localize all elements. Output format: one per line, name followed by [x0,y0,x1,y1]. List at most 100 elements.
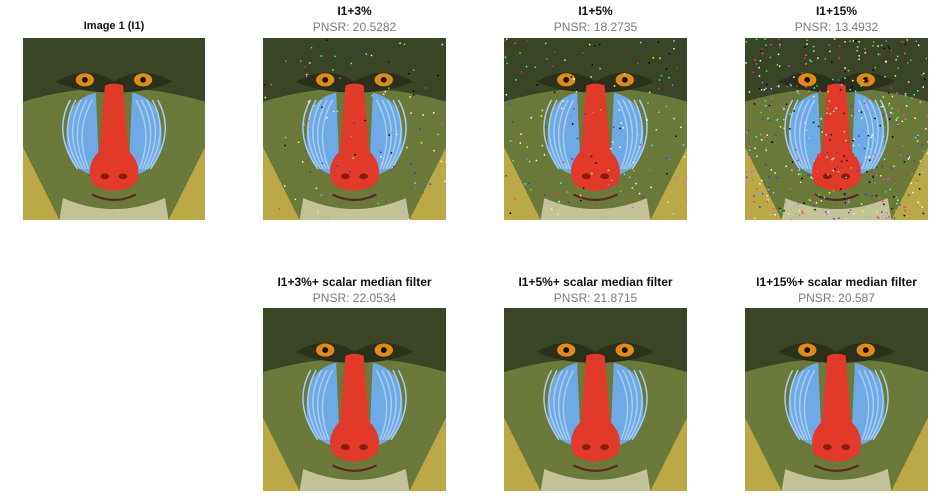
noise-pixel [889,188,892,191]
left-beard [504,147,541,220]
noise-pixel [843,131,846,133]
noise-pixel [893,208,895,211]
noise-pixel [611,130,613,132]
noise-pixel [848,199,850,201]
noise-pixel [520,133,522,136]
noise-pixel [882,135,885,138]
noise-pixel [875,194,878,197]
noise-pixel [919,101,921,103]
noise-pixel [805,86,807,88]
noise-pixel [592,111,595,113]
noise-pixel [817,125,820,128]
noise-pixel [506,38,508,40]
noise-pixel [579,194,582,197]
noise-pixel [589,145,591,148]
noise-pixel [908,156,911,158]
noise-pixel [610,147,612,150]
noise-pixel [774,172,776,174]
noise-pixel [899,171,901,173]
noise-pixel [350,62,353,65]
cheek-ridge [384,99,397,170]
noise-pixel [388,87,390,89]
noise-pixel [776,119,778,121]
cheek-ridge [135,99,147,170]
noise-pixel [904,52,906,55]
noise-pixel [745,62,747,64]
noise-pixel [786,86,789,88]
noise-pixel [403,43,406,46]
cheek-ridge [375,99,388,170]
noise-pixel [776,85,778,88]
right-pupil [380,347,387,354]
noise-pixel [428,149,431,151]
image-filtered-15 [745,308,928,491]
noise-pixel [759,206,761,208]
noise-pixel [815,202,818,204]
noise-pixel [580,199,582,202]
noise-pixel [828,189,830,191]
noise-pixel [918,203,921,205]
image-filtered-3 [263,308,446,491]
noise-pixel [903,214,906,217]
noise-pixel [896,202,898,205]
nose [89,83,139,191]
cheek-ridge [866,369,879,441]
noise-pixel [785,165,787,168]
noise-pixel [637,62,639,65]
noise-pixel [307,120,309,122]
cheek-ridge [625,99,638,170]
noise-pixel [874,113,876,115]
noise-pixel [682,144,685,146]
noise-pixel [890,167,893,170]
noise-pixel [607,169,610,172]
noise-pixel [776,64,779,66]
noise-pixel [814,194,817,197]
noise-pixel [543,154,546,156]
nose [330,83,379,191]
noise-pixel [837,170,840,173]
right-beard [168,147,205,220]
noise-pixel [392,165,395,168]
noise-pixel [405,114,407,117]
noise-pixel [408,219,410,220]
noise-pixel [561,123,564,126]
noise-pixel [558,200,560,203]
noise-pixel [264,96,267,99]
noise-pixel [591,172,593,175]
noise-pixel [309,62,311,64]
noise-pixel [774,213,776,216]
noise-pixel [641,49,643,52]
noise-pixel [911,97,913,99]
cheek-ridge [631,99,648,170]
cheek-ridge [557,369,569,441]
left-cheek [66,92,100,177]
noise-pixel [761,118,764,121]
panel-title: I1+15% [815,4,858,18]
noise-pixel [915,210,917,212]
noise-pixel [816,85,818,87]
noise-pixel [508,103,511,105]
noise-pixel [635,182,637,185]
noise-pixel [875,208,877,211]
noise-pixel [828,192,831,194]
noise-pixel [764,38,766,40]
noise-pixel [576,167,579,170]
noise-pixel [921,74,923,76]
noise-pixel [316,211,319,214]
noise-pixel [777,84,780,87]
noise-pixel [835,107,837,109]
noise-pixel [620,122,623,124]
noise-pixel [874,66,877,69]
noise-pixel [862,116,865,119]
noise-pixel [382,93,385,95]
noise-pixel [783,118,785,121]
noise-pixel [888,47,891,50]
noise-pixel [783,209,785,212]
noise-pixel [638,69,641,71]
noise-pixel [412,94,415,96]
noise-pixel [887,45,890,48]
noise-pixel [907,158,910,160]
noise-pixel [509,212,512,214]
cheek-ridge [321,369,334,441]
noise-pixel [916,140,919,142]
